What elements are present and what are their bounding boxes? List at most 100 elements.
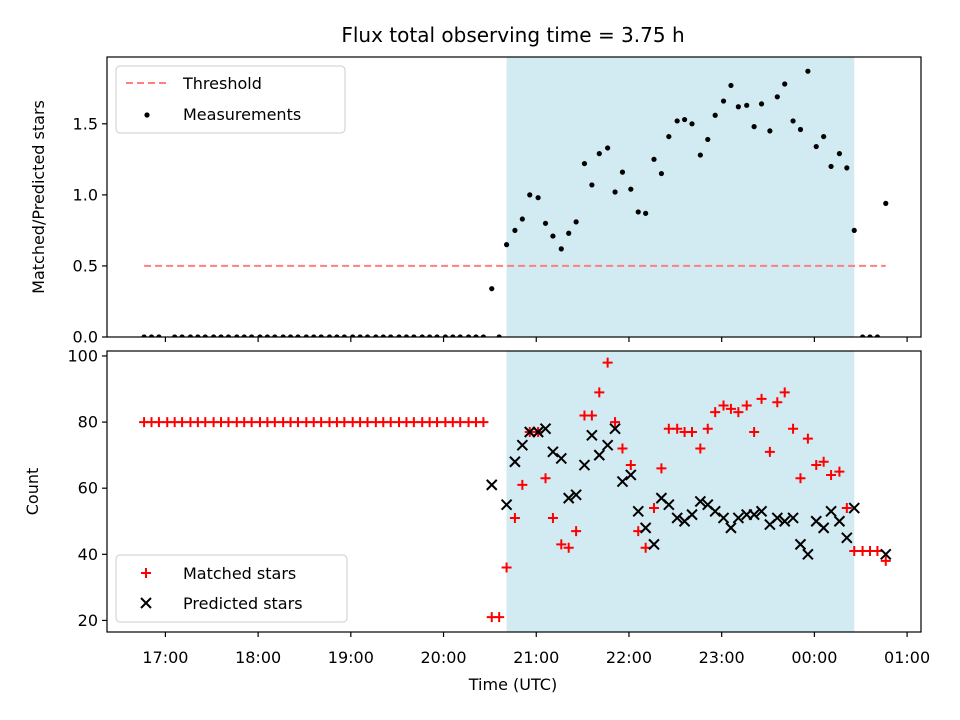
axes-frame [106, 350, 922, 633]
measurement-point [681, 116, 688, 123]
predicted-star-marker [755, 505, 768, 518]
measurement-point [658, 170, 665, 177]
x-axis-label: Time (UTC) [468, 675, 557, 694]
measurement-point [666, 133, 672, 140]
predicted-star-marker [547, 446, 559, 458]
matched-star-marker [710, 407, 721, 418]
measurement-point [535, 195, 541, 201]
measurement-point [581, 160, 588, 167]
matched-star-marker [648, 503, 659, 514]
bottom-panel: 20 40 60 80 100 Count Matched stars Predicted s… [23, 346, 922, 637]
axes-frame [106, 56, 922, 338]
predicted-star-marker [725, 522, 737, 534]
matched-star-marker [362, 417, 373, 428]
matched-star-marker [795, 473, 806, 484]
matched-star-marker [408, 417, 419, 428]
matched-star-marker [586, 410, 597, 421]
measurement-point [373, 334, 379, 337]
measurement-point [172, 334, 178, 337]
top-panel: 0.0 0.5 1.0 1.5 Matched/Predicted stars Thres… [29, 56, 922, 347]
measurement-point [805, 68, 811, 74]
legend-predicted-swatch [140, 597, 152, 609]
matched-star-marker [432, 417, 443, 428]
predicted-star-marker [833, 515, 846, 527]
x-tick-label: 19:00 [328, 648, 374, 667]
measurement-point [821, 133, 827, 140]
matched-star-marker [695, 443, 706, 454]
y-tick-label: 20 [78, 611, 98, 630]
y-axis-label: Count [23, 468, 42, 516]
matched-star-marker [663, 423, 674, 434]
measurement-point [295, 334, 301, 337]
predicted-star-marker [555, 452, 567, 465]
measurement-point [489, 286, 495, 292]
measurement-point [844, 165, 850, 171]
matched-star-marker [802, 433, 813, 444]
matched-star-marker [610, 417, 621, 428]
measurement-point [744, 102, 750, 108]
matched-star-marker [223, 417, 234, 428]
matched-star-marker [200, 417, 211, 428]
measurement-point [334, 334, 340, 337]
predicted-star-marker [532, 426, 544, 438]
matched-star-marker [501, 562, 512, 573]
measurement-point [705, 136, 711, 143]
predicted-star-marker [717, 512, 730, 524]
measurement-point [720, 98, 727, 104]
measurement-point [859, 334, 866, 337]
matched-star-marker [718, 400, 729, 411]
legend-measurement-swatch [144, 112, 150, 118]
x-tick-label: 20:00 [420, 648, 466, 667]
measurement-point [257, 334, 263, 337]
predicted-star-marker [609, 422, 621, 435]
measurement-point [380, 334, 386, 337]
measurement-point [303, 334, 309, 337]
y-tick-label: 0.0 [73, 328, 98, 347]
measurement-point [341, 334, 347, 337]
measurement-point [318, 334, 324, 337]
matched-star-marker [571, 526, 582, 537]
matched-star-marker [687, 426, 698, 437]
measurement-point [218, 334, 224, 337]
matched-star-marker [540, 473, 551, 484]
measurement-point [442, 334, 448, 337]
measurement-point [651, 156, 657, 162]
measurement-point [202, 334, 208, 337]
matched-star-marker [494, 612, 505, 623]
matched-star-marker [656, 463, 667, 474]
measurement-point [836, 151, 843, 157]
measurement-point [141, 334, 147, 337]
predicted-star-marker [794, 538, 807, 551]
measurement-point [797, 126, 804, 133]
measurement-point [813, 143, 819, 150]
matched-star-marker [811, 460, 822, 471]
predicted-star-marker [841, 532, 853, 544]
matched-star-marker [849, 546, 860, 557]
matched-star-marker [764, 446, 775, 457]
matched-star-marker [517, 479, 528, 490]
matched-star-marker [756, 393, 767, 404]
measurement-point [195, 334, 201, 337]
observing-window-band [506, 57, 855, 337]
measurement-point [619, 169, 626, 175]
matched-star-marker [617, 443, 628, 454]
predicted-star-marker [663, 499, 675, 511]
measurement-point [635, 209, 641, 215]
measurement-point [674, 118, 680, 124]
measurement-point [350, 334, 356, 337]
x-tick-label: 00:00 [791, 648, 837, 667]
predicted-star-marker [825, 505, 837, 518]
measurement-point [566, 230, 572, 236]
measurement-point [790, 118, 796, 124]
predicted-star-marker [593, 449, 606, 461]
measurement-point [179, 334, 185, 337]
measurement-point [473, 334, 479, 337]
measurement-point [758, 101, 765, 107]
predicted-star-marker [586, 429, 598, 442]
matched-star-marker [741, 400, 752, 411]
measurement-point [573, 219, 579, 225]
matched-star-marker [872, 546, 883, 557]
matched-star-marker [246, 417, 257, 428]
measurement-point [388, 334, 394, 337]
measurement-point [496, 334, 502, 337]
